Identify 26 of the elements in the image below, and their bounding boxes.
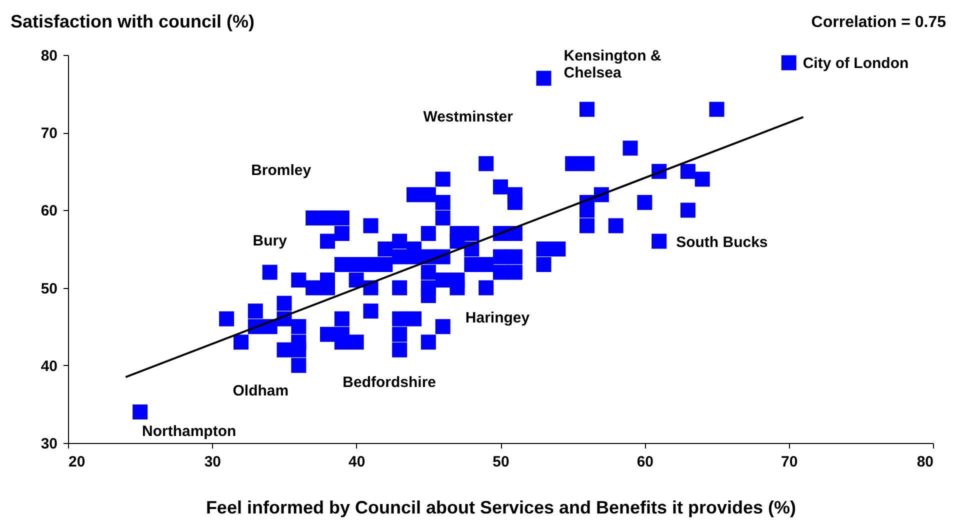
annotation: Northampton	[142, 422, 236, 440]
y-tick-label: 40	[40, 358, 58, 375]
annotation: Oldham	[232, 382, 289, 400]
y-tick-label: 30	[40, 436, 58, 452]
x-tick-label: 80	[916, 454, 934, 470]
x-tick-label: 20	[68, 454, 86, 470]
annotation: Haringey	[465, 310, 530, 327]
annotation: South Bucks	[676, 234, 768, 252]
y-tick-label: 80	[40, 48, 58, 64]
text: Correlation = 0.75	[811, 14, 946, 31]
x-tick-label: 50	[492, 454, 510, 470]
x-axis-title: Feel informed by Council about Services and Benefits it provides (%)	[206, 498, 796, 518]
annotation: Kensington & Chelsea	[564, 47, 662, 82]
annotation: Bedfordshire	[342, 374, 436, 392]
x-tick-label: 60	[636, 454, 654, 470]
annotation: Bromley	[251, 162, 312, 179]
y-tick-label: 60	[40, 202, 58, 220]
annotation: City of London	[802, 54, 909, 72]
y-tick-label: 50	[40, 280, 58, 298]
x-tick-label: 40	[348, 454, 366, 470]
x-tick-label: 70	[780, 454, 798, 470]
x-tick-label: 30	[204, 454, 222, 470]
annotation: Bury	[252, 232, 288, 250]
y-axis-title: Satisfaction with council (%)	[10, 12, 255, 32]
annotation: Westminster	[423, 108, 514, 126]
y-tick-label: 70	[40, 125, 58, 142]
